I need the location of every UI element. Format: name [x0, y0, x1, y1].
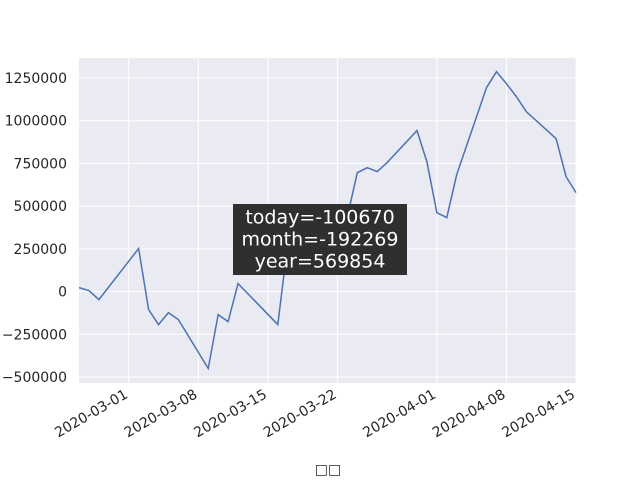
y-tick-label: 1250000 [5, 71, 67, 87]
y-tick-label: 750000 [14, 156, 67, 172]
x-axis-label: □□ [315, 462, 341, 478]
y-tick-label: 250000 [14, 242, 67, 258]
y-tick-label: 1000000 [5, 114, 67, 130]
x-tick-label: 2020-04-01 [360, 387, 438, 442]
x-tick-label: 2020-04-15 [500, 387, 578, 442]
tooltip-text: year=569854 [255, 251, 386, 273]
x-tick-label: 2020-03-15 [191, 387, 269, 442]
tooltip-text: today=-100670 [245, 207, 394, 229]
y-tick-label: −500000 [2, 370, 67, 386]
x-tick-label: 2020-03-22 [261, 387, 339, 442]
x-tick-label: 2020-03-01 [52, 387, 130, 442]
x-tick-label: 2020-03-08 [122, 387, 200, 442]
y-tick-label: 0 [58, 285, 67, 301]
y-tick-label: −250000 [2, 327, 67, 343]
tooltip-box [233, 204, 407, 275]
y-tick-label: 500000 [14, 199, 67, 215]
x-tick-label: 2020-04-08 [430, 387, 508, 442]
tooltip-text: month=-192269 [242, 229, 399, 251]
